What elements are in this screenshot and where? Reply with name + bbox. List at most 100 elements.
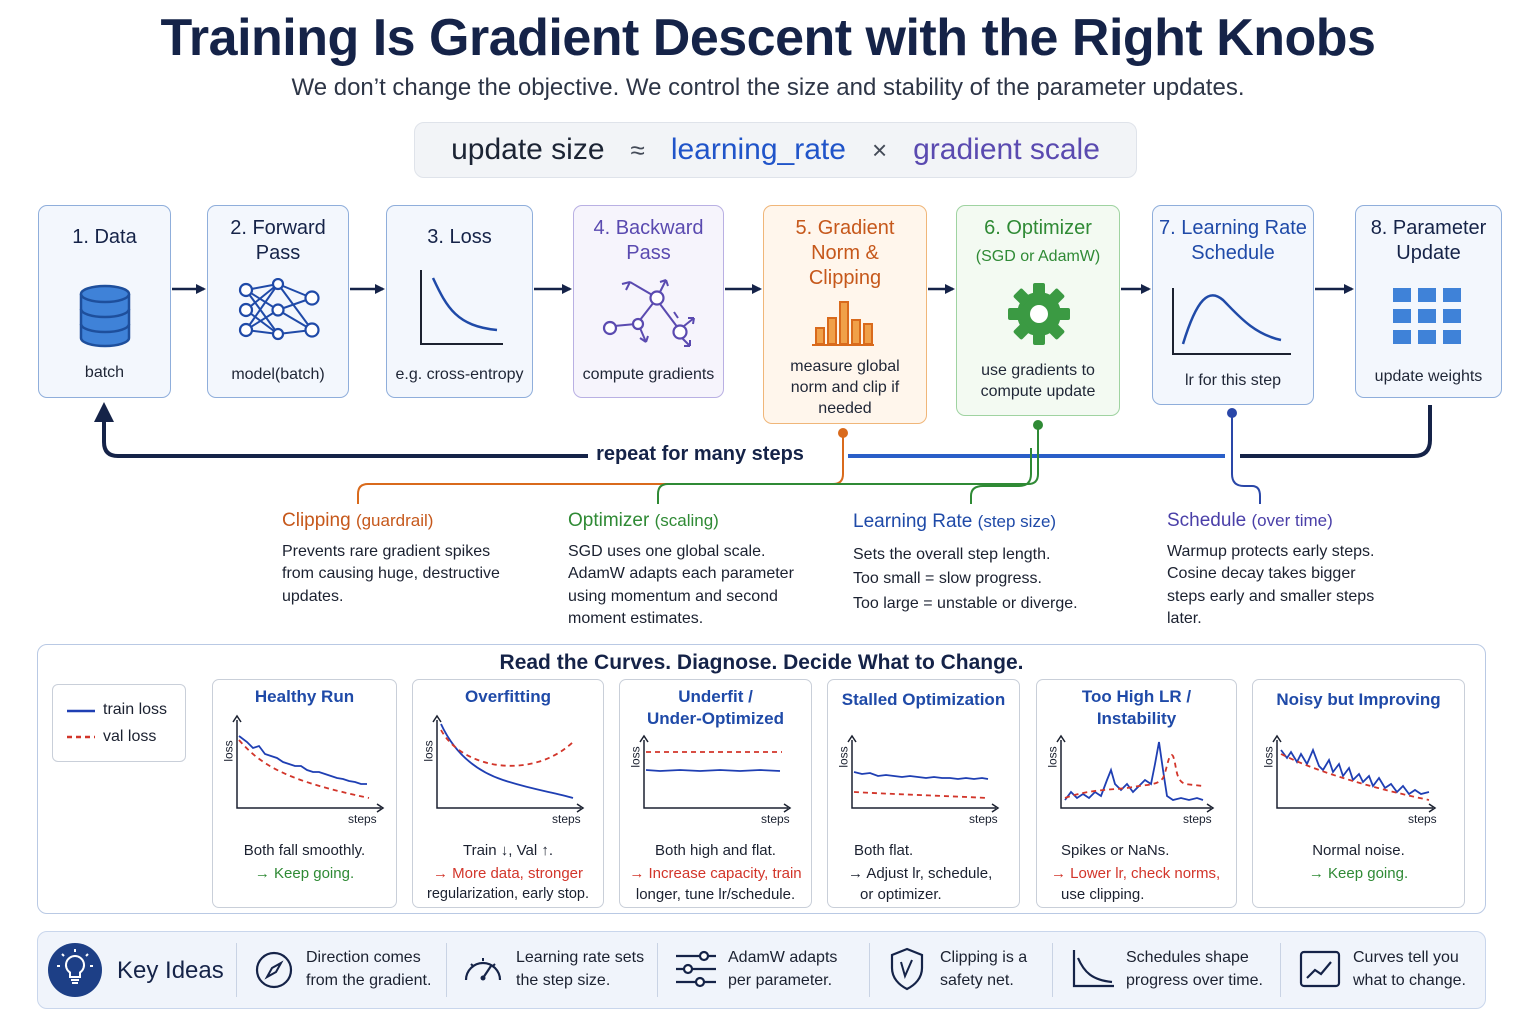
stage-subtitle-text: use gradients to compute update [980, 362, 1096, 400]
diag-overfitting: Overfitting loss steps Train ↓, Val ↑. →… [412, 679, 604, 908]
stage-optimizer: 6. Optimizer (SGD or AdamW) use gradient… [956, 205, 1120, 416]
diag-line-1: Both high and flat. [655, 842, 776, 859]
stage-subtitle: e.g. cross-entropy [395, 366, 524, 383]
diag-line-3: or optimizer. [860, 886, 942, 903]
legend-swatches [67, 709, 95, 739]
diag-line-3: regularization, early stop. [427, 886, 589, 902]
stage-title-text: 7. Learning Rate Schedule [1159, 217, 1307, 264]
callout-head-text: Clipping [282, 510, 351, 531]
diag-plot [847, 734, 1000, 813]
callout-head-text: Optimizer [568, 510, 650, 531]
diag-line-2: → More data, stronger [413, 863, 603, 884]
key-idea-line: Direction comes [306, 949, 421, 966]
formula-approx: ≈ [630, 134, 645, 165]
diag-title-1: Too High LR / [1081, 687, 1192, 706]
callout-line: moment estimates. [568, 610, 704, 627]
callout-head-note: (step size) [977, 512, 1057, 531]
callout-line: steps early and smaller steps [1167, 587, 1375, 605]
schedule-curve-icon [1172, 288, 1291, 355]
diagnose-panel [37, 644, 1486, 914]
diag-line-2: → Lower lr, check norms, [1051, 865, 1221, 882]
stage-title-note: (SGD or AdamW) [975, 248, 1101, 265]
stage-subtitle: batch [84, 364, 125, 381]
axis-y-label: loss [421, 740, 436, 762]
stage-subtitle-text: measure global norm and clip if needed [790, 358, 900, 417]
grid-icon [1393, 288, 1461, 344]
key-idea-line: the step size. [516, 972, 611, 989]
decay-curve-icon [1072, 950, 1114, 988]
callout-learning-rate: Learning Rate (step size) Sets the overa… [853, 510, 1123, 616]
axis-x-label: steps [552, 812, 581, 826]
diag-plot [432, 714, 585, 813]
formula-times: × [871, 134, 888, 165]
callout-line: using momentum and second [568, 587, 778, 605]
callout-head-note: (over time) [1251, 511, 1333, 530]
key-idea-line: Curves tell you [1353, 949, 1459, 966]
callout-head-note: (scaling) [654, 511, 719, 530]
callout-schedule: Schedule (over time) Warmup protects ear… [1167, 510, 1437, 631]
stage-title-text: 8. Parameter Update [1370, 217, 1487, 264]
stage-subtitle: use gradients to compute update [957, 360, 1119, 402]
stage-gradient-clipping: 5. Gradient Norm & Clipping measure glob… [763, 205, 927, 424]
diag-stalled: Stalled Optimization loss steps Both fla… [827, 679, 1020, 908]
diag-line-1: Both fall smoothly. [243, 842, 366, 859]
curve-legend: train loss val loss [52, 684, 186, 762]
callout-line: Warmup protects early steps. [1167, 542, 1375, 560]
diag-title: Noisy but Improving [1276, 690, 1441, 709]
loss-curve-icon [420, 270, 503, 345]
gauge-icon [464, 958, 502, 981]
formula-gradient-scale: gradient scale [913, 133, 1100, 166]
key-idea-line: AdamW adapts [728, 949, 838, 966]
gear-icon [1008, 283, 1070, 345]
stage-title: 2. Forward Pass [208, 216, 348, 266]
diag-line-2: → Increase capacity, train [629, 865, 802, 882]
stage-subtitle: measure global norm and clip if needed [764, 356, 926, 419]
stage-subtitle: compute gradients [582, 366, 715, 383]
key-ideas-bar [37, 931, 1486, 1009]
stage-parameter-update: 8. Parameter Update update weights [1355, 205, 1502, 398]
callout-optimizer: Optimizer (scaling) SGD uses one global … [568, 510, 828, 631]
divider [1280, 943, 1281, 997]
divider [446, 943, 447, 997]
stage-title-text: 2. Forward Pass [230, 217, 326, 264]
lightbulb-icon [48, 943, 102, 997]
diag-title: Overfitting [465, 687, 551, 706]
diag-plot [1272, 734, 1437, 813]
divider [869, 943, 870, 997]
diag-line-1: Train ↓, Val ↑. [462, 842, 554, 859]
key-idea-4: Clipping is a safety net. [940, 946, 1027, 992]
callout-line: Too large = unstable or diverge. [853, 594, 1078, 612]
stage-subtitle: update weights [1374, 368, 1483, 385]
stage-data: 1. Data batch [38, 205, 171, 398]
pipeline-connectors [94, 284, 1432, 504]
callout-line: Cosine decay takes bigger [1167, 565, 1356, 582]
axis-x-label: steps [1408, 812, 1437, 826]
page-subtitle: We don’t change the objective. We contro… [291, 74, 1245, 101]
key-idea-3: AdamW adapts per parameter. [728, 946, 837, 992]
callout-head-text: Learning Rate [853, 511, 973, 532]
legend-val-label: val loss [103, 728, 157, 745]
axis-y-label: loss [221, 740, 236, 762]
diag-noisy-improving: Noisy but Improving loss steps Normal no… [1252, 679, 1465, 908]
stage-title: 4. Backward Pass [574, 216, 723, 266]
update-size-formula: update size ≈ learning_rate × gradient s… [414, 122, 1137, 178]
diag-line-3: longer, tune lr/schedule. [635, 886, 796, 903]
stage-subtitle: lr for this step [1184, 372, 1282, 389]
diag-line-1: Spikes or NaNs. [1061, 842, 1170, 859]
callout-heading: Optimizer (scaling) [568, 510, 828, 533]
compass-icon [255, 951, 293, 989]
callout-line: SGD uses one global scale. [568, 542, 766, 560]
diag-healthy-run: Healthy Run loss steps Both fall smoothl… [212, 679, 397, 908]
diag-title-1: Underfit / [678, 687, 753, 706]
stage-title: 7. Learning Rate Schedule [1153, 216, 1313, 266]
sliders-icon [676, 950, 716, 988]
diag-line-1: Both flat. [854, 842, 914, 859]
stage-title: 3. Loss [427, 226, 492, 248]
callout-line: later. [1167, 610, 1202, 627]
callout-line: Too small = slow progress. [853, 570, 1042, 587]
key-idea-line: what to change. [1353, 972, 1466, 989]
stage-title-text: 5. Gradient Norm & Clipping [795, 217, 895, 289]
callout-line: from causing huge, destructive [282, 565, 500, 582]
axis-y-label: loss [1045, 746, 1060, 768]
callout-heading: Clipping (guardrail) [282, 510, 542, 533]
